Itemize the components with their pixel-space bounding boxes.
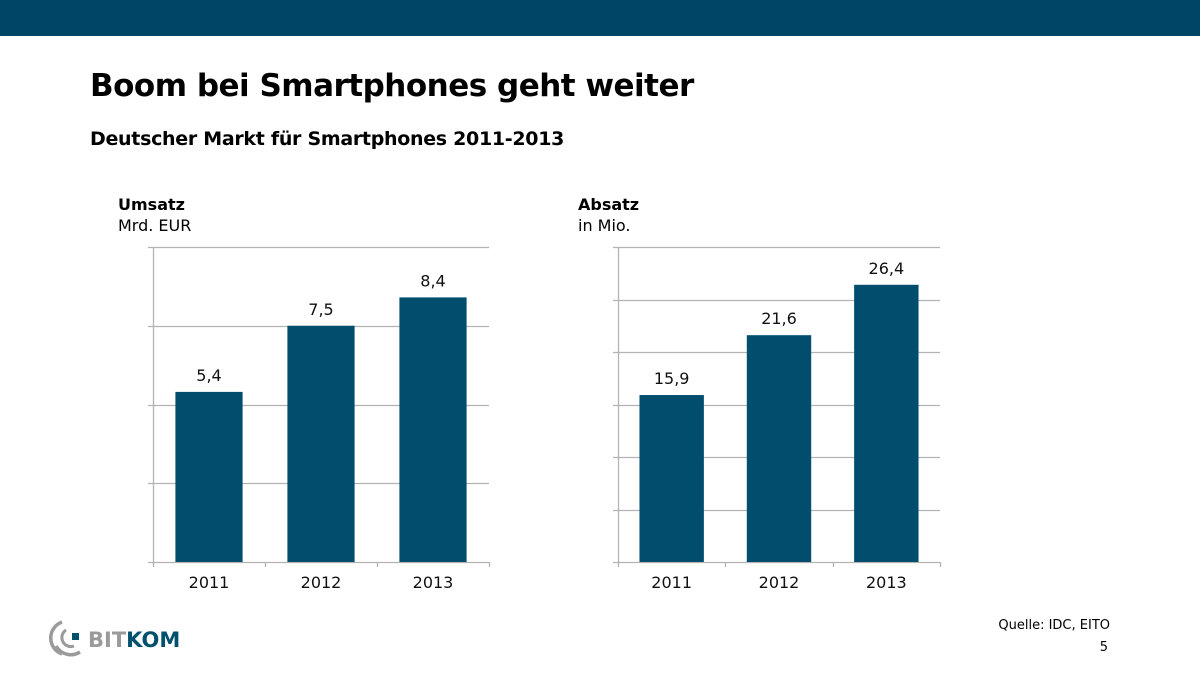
chart-1-data-label: 7,5 xyxy=(308,300,333,319)
chart-1-unit: Mrd. EUR xyxy=(118,216,192,235)
chart-2-x-tick-label: 2012 xyxy=(759,573,800,592)
chart-1-x-tick-label: 2013 xyxy=(413,573,454,592)
chart-1-x-tick-label: 2012 xyxy=(301,573,342,592)
logo-text-bit: BIT xyxy=(88,628,127,652)
chart-1-bar-2012 xyxy=(287,325,355,562)
chart-2-heading: Absatz in Mio. xyxy=(578,194,639,236)
chart-2-bar-2012 xyxy=(746,335,812,562)
chart-1-bar-2013 xyxy=(399,297,467,562)
chart-1-bar-2011 xyxy=(175,391,243,562)
chart-2-bar-2011 xyxy=(639,395,704,562)
chart-1-data-label: 8,4 xyxy=(420,271,445,290)
source-note: Quelle: IDC, EITO xyxy=(998,618,1110,633)
page-subtitle: Deutscher Markt für Smartphones 2011-201… xyxy=(90,128,565,150)
chart-1-heading: Umsatz Mrd. EUR xyxy=(118,194,191,236)
chart-2-data-label: 26,4 xyxy=(869,259,905,278)
page-number: 5 xyxy=(1099,640,1108,655)
bitkom-logo: BITKOM xyxy=(48,616,198,660)
chart-2-bar-2013 xyxy=(854,284,919,562)
chart-2-data-label: 21,6 xyxy=(761,309,797,328)
chart-2-data-label: 15,9 xyxy=(654,369,690,388)
logo-text-kom: KOM xyxy=(126,628,181,652)
chart-2-title: Absatz xyxy=(578,195,640,214)
chart-1-data-label: 5,4 xyxy=(196,366,221,385)
top-banner xyxy=(0,0,1200,36)
page-title: Boom bei Smartphones geht weiter xyxy=(90,68,694,104)
chart-2-x-tick-label: 2011 xyxy=(651,573,692,592)
bitkom-logo-mark-icon xyxy=(49,620,81,657)
chart-2-unit: in Mio. xyxy=(578,216,631,235)
chart-1-title: Umsatz xyxy=(118,195,185,214)
bitkom-logo-text: BITKOM xyxy=(88,628,180,652)
chart-2-x-tick-label: 2013 xyxy=(866,573,907,592)
chart-1-x-tick-label: 2011 xyxy=(189,573,230,592)
